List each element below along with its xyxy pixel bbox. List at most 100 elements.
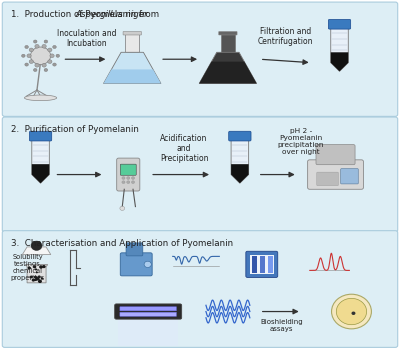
Circle shape (30, 47, 51, 64)
Text: 2.  Purification of Pyomelanin: 2. Purification of Pyomelanin (11, 125, 138, 134)
Circle shape (336, 298, 367, 325)
FancyBboxPatch shape (219, 32, 237, 35)
Circle shape (41, 277, 43, 279)
FancyBboxPatch shape (229, 131, 251, 141)
Circle shape (22, 54, 25, 57)
Polygon shape (104, 52, 161, 84)
Polygon shape (32, 164, 49, 183)
Circle shape (38, 276, 41, 278)
FancyBboxPatch shape (120, 312, 176, 316)
Circle shape (34, 40, 37, 43)
Circle shape (53, 45, 56, 48)
FancyBboxPatch shape (317, 172, 338, 185)
Polygon shape (231, 140, 249, 183)
FancyBboxPatch shape (308, 160, 364, 189)
Circle shape (50, 54, 54, 58)
FancyBboxPatch shape (125, 33, 140, 52)
Circle shape (48, 60, 52, 63)
FancyBboxPatch shape (120, 164, 136, 175)
Polygon shape (32, 140, 49, 183)
Circle shape (35, 63, 39, 67)
Circle shape (28, 266, 30, 269)
Polygon shape (231, 164, 249, 183)
FancyBboxPatch shape (252, 256, 257, 273)
Polygon shape (25, 264, 48, 283)
Text: Acidification
and
Precipitation: Acidification and Precipitation (160, 134, 208, 164)
Circle shape (33, 265, 36, 268)
Text: 3.  Characterisation and Application of Pyomelanin: 3. Characterisation and Application of P… (11, 239, 233, 248)
FancyBboxPatch shape (2, 231, 398, 347)
Circle shape (28, 267, 31, 270)
Circle shape (127, 181, 130, 183)
Polygon shape (331, 52, 348, 71)
Circle shape (132, 181, 135, 183)
Circle shape (29, 48, 34, 52)
FancyBboxPatch shape (246, 251, 278, 277)
Circle shape (39, 265, 43, 269)
Circle shape (35, 268, 37, 270)
Circle shape (34, 278, 37, 281)
Polygon shape (199, 52, 257, 84)
Circle shape (42, 63, 46, 67)
Text: Solubility
testings,
chemical
properties: Solubility testings, chemical properties (11, 254, 45, 281)
Circle shape (332, 294, 372, 329)
Circle shape (144, 261, 151, 268)
Polygon shape (104, 70, 161, 84)
Circle shape (36, 271, 38, 273)
Circle shape (127, 177, 130, 180)
Text: Aspergillus niger: Aspergillus niger (76, 10, 148, 19)
Circle shape (120, 206, 125, 211)
Polygon shape (22, 247, 51, 255)
FancyBboxPatch shape (126, 243, 143, 256)
Circle shape (31, 241, 42, 251)
Circle shape (29, 60, 34, 63)
Circle shape (352, 311, 356, 315)
Text: Bioshielding
assays: Bioshielding assays (260, 319, 303, 332)
Circle shape (38, 279, 42, 283)
Circle shape (42, 45, 46, 48)
FancyBboxPatch shape (341, 169, 358, 184)
Circle shape (42, 265, 46, 268)
Circle shape (132, 177, 135, 180)
Ellipse shape (24, 95, 57, 101)
FancyBboxPatch shape (2, 2, 398, 116)
Circle shape (25, 63, 28, 66)
FancyBboxPatch shape (29, 131, 52, 141)
Circle shape (53, 63, 56, 66)
Circle shape (44, 69, 48, 72)
Circle shape (25, 45, 28, 48)
FancyBboxPatch shape (221, 33, 235, 52)
FancyBboxPatch shape (120, 253, 152, 276)
Circle shape (32, 279, 35, 282)
Circle shape (27, 54, 31, 58)
FancyBboxPatch shape (268, 256, 272, 273)
Polygon shape (331, 28, 348, 71)
Text: 1.  Production of Pyomelanin from: 1. Production of Pyomelanin from (11, 10, 162, 19)
FancyBboxPatch shape (123, 32, 142, 35)
Circle shape (34, 276, 37, 278)
Text: Filtration and
Centrifugation: Filtration and Centrifugation (258, 27, 314, 46)
FancyBboxPatch shape (115, 304, 182, 319)
Circle shape (122, 177, 125, 180)
Text: pH 2 -
Pyomelanin
precipitation
over night: pH 2 - Pyomelanin precipitation over nig… (278, 128, 324, 155)
FancyBboxPatch shape (118, 317, 178, 346)
Circle shape (29, 276, 32, 278)
Circle shape (35, 277, 39, 280)
FancyBboxPatch shape (328, 19, 351, 29)
Text: Inoculation and
Incubation: Inoculation and Incubation (57, 29, 116, 48)
Circle shape (56, 54, 60, 57)
Circle shape (122, 181, 125, 183)
FancyBboxPatch shape (316, 145, 355, 165)
FancyBboxPatch shape (2, 117, 398, 232)
Polygon shape (199, 62, 257, 84)
Circle shape (34, 69, 37, 72)
Circle shape (30, 276, 33, 278)
FancyBboxPatch shape (120, 307, 176, 311)
Circle shape (37, 278, 40, 280)
FancyBboxPatch shape (260, 256, 265, 273)
Circle shape (44, 40, 48, 43)
FancyBboxPatch shape (250, 254, 274, 274)
Circle shape (48, 48, 52, 52)
Circle shape (37, 278, 39, 280)
FancyBboxPatch shape (117, 158, 140, 191)
